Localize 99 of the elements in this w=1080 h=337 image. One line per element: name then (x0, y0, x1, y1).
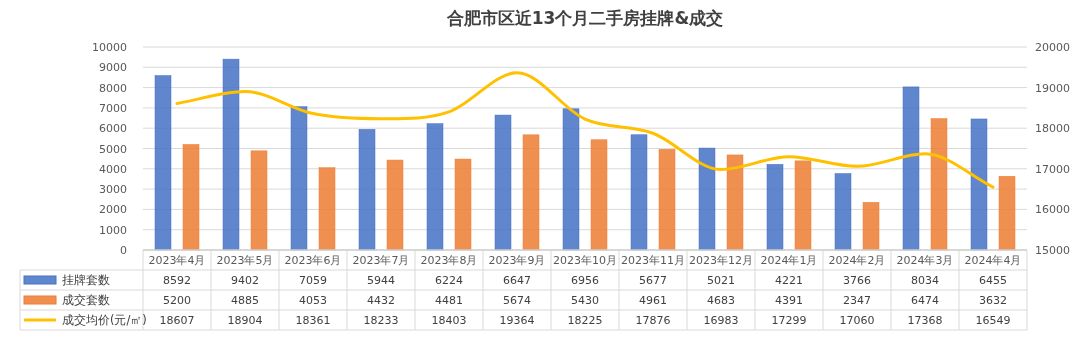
bar (290, 106, 308, 251)
data-label: 18233 (363, 314, 399, 327)
x-tick-label: 2023年6月 (284, 254, 342, 267)
x-tick-label: 2023年4月 (148, 254, 206, 267)
y-tick-label: 2000 (99, 203, 127, 217)
y2-tick-label: 15000 (1035, 244, 1070, 257)
data-label: 18225 (567, 314, 603, 327)
data-label: 17876 (635, 314, 671, 327)
data-label: 4961 (639, 294, 667, 307)
chart-title: 合肥市区近13个月二手房挂牌&成交 (445, 8, 724, 28)
data-label: 2347 (843, 294, 871, 307)
bar (930, 118, 948, 251)
y-tick-label: 6000 (99, 122, 127, 136)
data-label: 4391 (775, 294, 803, 307)
x-tick-label: 2024年4月 (964, 254, 1022, 267)
bar (562, 108, 580, 251)
bar (182, 144, 200, 251)
data-label: 4885 (231, 294, 259, 307)
y2-tick-label: 19000 (1035, 81, 1070, 95)
bar (386, 159, 404, 251)
data-label: 6956 (571, 274, 599, 287)
y-tick-label: 3000 (99, 183, 127, 197)
data-label: 17299 (771, 314, 807, 327)
bar (358, 129, 376, 251)
bar (222, 58, 240, 251)
data-label: 5430 (571, 294, 599, 307)
bar (426, 123, 444, 251)
y2-tick-label: 18000 (1035, 122, 1070, 136)
bar (494, 114, 512, 251)
data-label: 5944 (367, 274, 395, 287)
x-tick-label: 2024年2月 (828, 254, 886, 267)
data-label: 8034 (911, 274, 939, 287)
data-label: 19364 (499, 314, 535, 327)
bar (658, 149, 676, 251)
y-tick-label: 8000 (99, 81, 127, 95)
data-label: 16983 (703, 314, 739, 327)
data-label: 4221 (775, 274, 803, 287)
data-label: 5677 (639, 274, 667, 287)
legend-label: 成交均价(元/㎡) (62, 313, 147, 327)
data-label: 4683 (707, 294, 735, 307)
bar (766, 164, 784, 251)
bar (998, 176, 1016, 251)
bar (698, 147, 716, 251)
data-label: 6224 (435, 274, 463, 287)
x-tick-label: 2023年12月 (689, 254, 753, 267)
data-label: 4053 (299, 294, 327, 307)
bar (250, 150, 268, 251)
data-label: 18904 (227, 314, 263, 327)
bar (590, 139, 608, 251)
y-tick-label: 9000 (99, 61, 127, 75)
y-tick-label: 10000 (92, 41, 127, 54)
data-label: 18607 (159, 314, 195, 327)
y-tick-label: 5000 (99, 142, 127, 156)
y-tick-label: 1000 (99, 223, 127, 237)
bar (902, 86, 920, 251)
data-label: 3766 (843, 274, 871, 287)
y2-tick-label: 16000 (1035, 203, 1070, 217)
y2-tick-label: 20000 (1035, 41, 1070, 54)
bar (834, 173, 852, 251)
bar (862, 202, 880, 251)
legend-label: 挂牌套数 (62, 273, 110, 287)
bar (154, 75, 172, 251)
x-tick-label: 2023年9月 (488, 254, 546, 267)
data-label: 8592 (163, 274, 191, 287)
bar (794, 160, 812, 251)
data-label: 18361 (295, 314, 331, 327)
data-label: 9402 (231, 274, 259, 287)
y-tick-label: 0 (120, 244, 127, 257)
legend-label: 成交套数 (62, 293, 110, 307)
data-label: 3632 (979, 294, 1007, 307)
bar (522, 134, 540, 251)
data-label: 17368 (907, 314, 943, 327)
data-label: 4432 (367, 294, 395, 307)
bar (454, 158, 472, 251)
bar (630, 134, 648, 251)
y-tick-label: 7000 (99, 101, 127, 115)
bar (318, 167, 336, 251)
x-tick-label: 2024年1月 (760, 254, 818, 267)
x-tick-label: 2023年11月 (621, 254, 685, 267)
data-label: 6647 (503, 274, 531, 287)
data-label: 6474 (911, 294, 939, 307)
data-label: 5674 (503, 294, 531, 307)
data-label: 7059 (299, 274, 327, 287)
x-tick-label: 2024年3月 (896, 254, 954, 267)
x-tick-label: 2023年8月 (420, 254, 478, 267)
bar (970, 118, 988, 251)
data-label: 5200 (163, 294, 191, 307)
x-tick-label: 2023年5月 (216, 254, 274, 267)
x-tick-label: 2023年10月 (553, 254, 617, 267)
bar (726, 154, 744, 251)
data-label: 17060 (839, 314, 875, 327)
data-label: 18403 (431, 314, 467, 327)
data-label: 16549 (975, 314, 1011, 327)
x-tick-label: 2023年7月 (352, 254, 410, 267)
data-label: 4481 (435, 294, 463, 307)
y2-tick-label: 17000 (1035, 162, 1070, 176)
data-label: 6455 (979, 274, 1007, 287)
data-label: 5021 (707, 274, 735, 287)
y-tick-label: 4000 (99, 162, 127, 176)
